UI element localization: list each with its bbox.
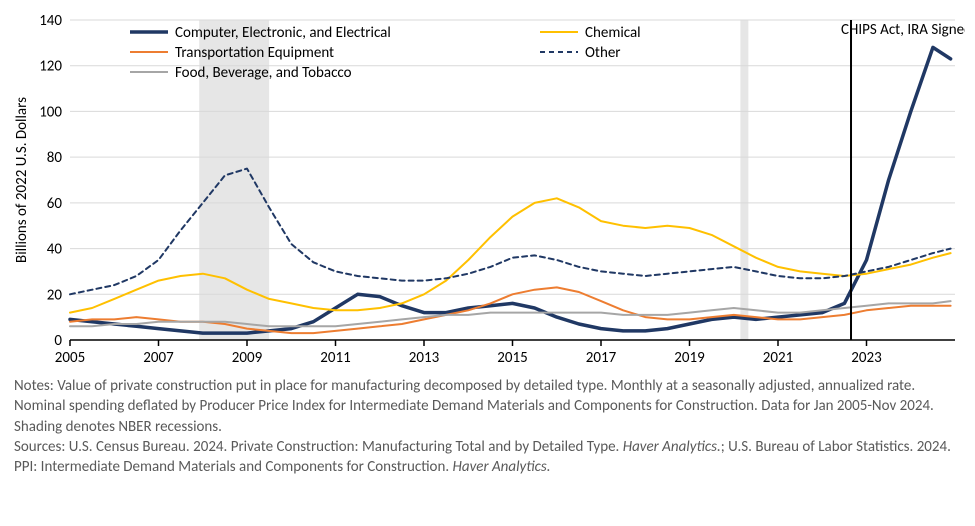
svg-text:80: 80 <box>47 149 63 167</box>
svg-text:2019: 2019 <box>674 349 705 367</box>
svg-text:120: 120 <box>39 58 62 76</box>
svg-text:2013: 2013 <box>409 349 440 367</box>
svg-text:2007: 2007 <box>143 349 174 367</box>
svg-text:Other: Other <box>585 44 621 62</box>
sources-italic-2: Haver Analytics. <box>453 458 551 476</box>
svg-text:2015: 2015 <box>497 349 527 367</box>
svg-text:Billions of 2022 U.S. Dollars: Billions of 2022 U.S. Dollars <box>13 97 31 263</box>
svg-text:2011: 2011 <box>320 349 350 367</box>
svg-text:140: 140 <box>39 12 62 30</box>
sources-italic-1: Haver Analytics. <box>623 438 721 456</box>
line-chart-svg: 0 20 40 60 80 100 120 140 Billions of 2022 U.S. … <box>10 10 965 370</box>
svg-text:Food, Beverage, and Tobacco: Food, Beverage, and Tobacco <box>175 64 352 82</box>
svg-text:0: 0 <box>54 332 62 350</box>
svg-text:2017: 2017 <box>586 349 617 367</box>
svg-text:Chemical: Chemical <box>585 24 641 42</box>
svg-text:20: 20 <box>47 286 63 304</box>
svg-text:2021: 2021 <box>763 349 793 367</box>
svg-text:CHIPS Act, IRA Signed: CHIPS Act, IRA Signed <box>841 21 965 39</box>
svg-text:2023: 2023 <box>851 349 882 367</box>
chart-area: 0 20 40 60 80 100 120 140 Billions of 2022 U.S. … <box>10 10 965 370</box>
svg-text:2009: 2009 <box>232 349 263 367</box>
svg-text:Computer, Electronic, and Elec: Computer, Electronic, and Electrical <box>175 24 391 42</box>
svg-text:2005: 2005 <box>55 349 85 367</box>
svg-text:100: 100 <box>39 103 62 121</box>
svg-text:40: 40 <box>47 241 63 259</box>
svg-text:60: 60 <box>47 195 63 213</box>
notes-text: Notes: Value of private construction put… <box>14 377 934 436</box>
chart-notes: Notes: Value of private construction put… <box>10 370 965 477</box>
svg-text:Transportation Equipment: Transportation Equipment <box>175 44 334 62</box>
sources-text-a: Sources: U.S. Census Bureau. 2024. Priva… <box>14 438 623 456</box>
